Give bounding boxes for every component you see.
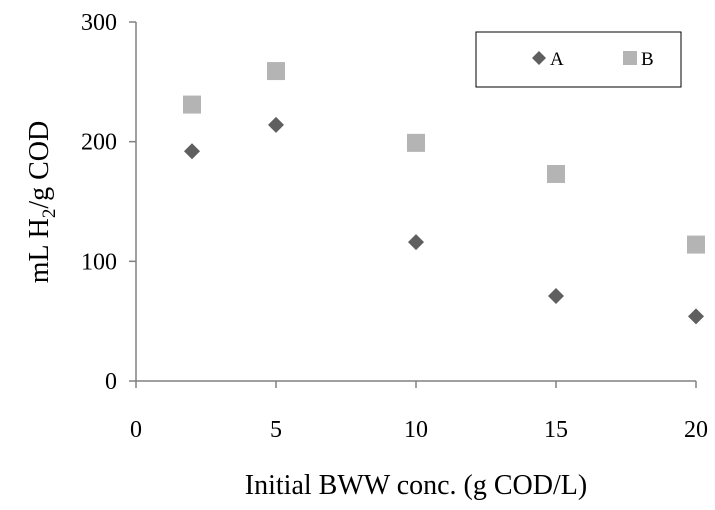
legend-marker-b [623,51,637,65]
x-tick-label: 0 [130,417,142,443]
data-point-a [184,143,200,159]
data-point-a [548,288,564,304]
y-axis-title-prefix: mL H [24,218,55,283]
y-axis-title: mL H2/g COD [24,121,60,283]
legend-label-a: A [550,49,564,70]
data-point-b [267,62,285,80]
data-point-b [547,165,565,183]
legend: A B [476,32,681,87]
data-point-a [268,117,284,133]
y-axis-title-subscript: 2 [39,209,60,219]
data-point-b [183,96,201,114]
data-point-b [407,134,425,152]
x-tick-label: 20 [684,417,708,443]
x-axis-title: Initial BWW conc. (g COD/L) [245,470,587,501]
y-tick-label: 200 [81,130,117,156]
y-tick-label: 100 [81,249,117,275]
x-tick-label: 15 [544,417,568,443]
y-tick-label: 0 [105,369,117,395]
data-point-b [687,236,705,254]
legend-label-b: B [641,49,654,70]
data-markers [183,62,705,324]
x-tick-label: 5 [270,417,282,443]
data-point-a [688,308,704,324]
y-tick-label: 300 [81,10,117,36]
x-tick-label: 10 [404,417,428,443]
y-axis-title-suffix: /g COD [24,121,55,209]
data-point-a [408,234,424,250]
